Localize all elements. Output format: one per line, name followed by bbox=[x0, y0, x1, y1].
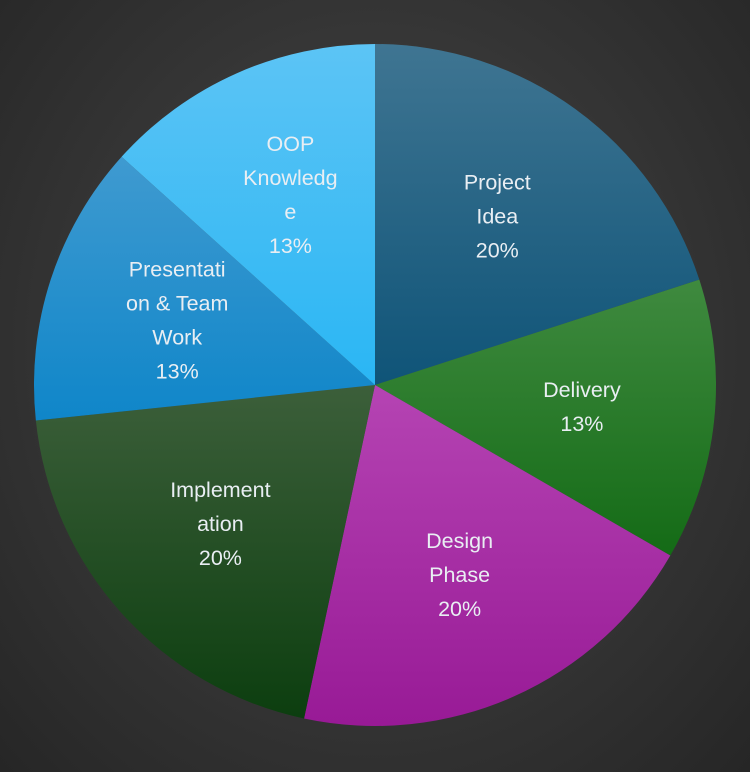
slice-label-5: OOP Knowledg e 13% bbox=[243, 132, 337, 258]
slice-category-label: on & Team bbox=[126, 292, 228, 316]
slice-category-label: Idea bbox=[476, 205, 518, 229]
pie-slice-1 bbox=[375, 279, 716, 556]
pie-slice-5 bbox=[121, 44, 376, 385]
pie-slice-2 bbox=[304, 385, 671, 726]
slice-percent-label: 20% bbox=[199, 546, 242, 570]
slice-category-label: OOP bbox=[267, 132, 315, 156]
slice-category-label: Implement bbox=[170, 478, 270, 502]
slice-category-label: Presentati bbox=[129, 258, 226, 282]
slice-label-2: Design Phase 20% bbox=[426, 529, 493, 621]
slice-category-label: Delivery bbox=[543, 378, 621, 402]
slice-category-label: e bbox=[284, 200, 296, 224]
slice-category-label: Knowledg bbox=[243, 166, 337, 190]
slice-category-label: ation bbox=[197, 512, 244, 536]
slice-category-label: Project bbox=[464, 171, 531, 195]
slice-percent-label: 20% bbox=[476, 239, 519, 263]
slice-category-label: Design bbox=[426, 529, 493, 553]
slice-label-0: Project Idea 20% bbox=[464, 171, 531, 263]
pie-slice-4 bbox=[34, 156, 376, 421]
slice-percent-label: 13% bbox=[156, 360, 199, 384]
slice-label-4: Presentati on & Team Work 13% bbox=[126, 258, 228, 384]
slice-label-3: Implement ation 20% bbox=[170, 478, 270, 570]
pie-slice-0 bbox=[375, 44, 700, 385]
slice-label-1: Delivery 13% bbox=[543, 378, 621, 436]
slice-percent-label: 13% bbox=[269, 234, 312, 258]
slice-category-label: Work bbox=[152, 326, 202, 350]
slice-percent-label: 20% bbox=[438, 597, 481, 621]
slice-category-label: Phase bbox=[429, 563, 490, 587]
pie-slice-3 bbox=[35, 385, 376, 719]
slice-percent-label: 13% bbox=[560, 412, 603, 436]
